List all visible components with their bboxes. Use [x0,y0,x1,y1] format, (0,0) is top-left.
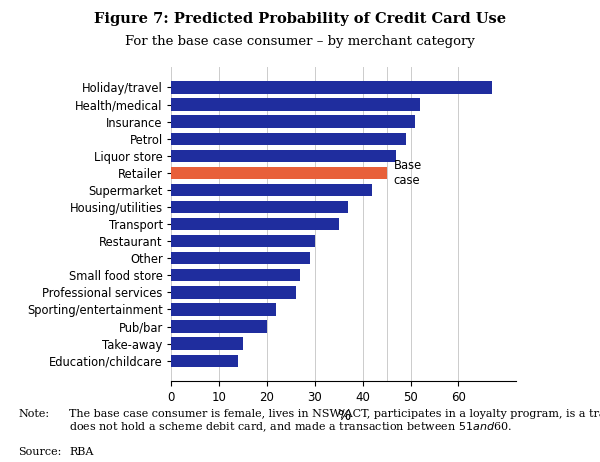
Bar [171,133,406,145]
Bar [171,150,396,162]
Bar [171,304,277,316]
Text: The base case consumer is female, lives in NSW/ACT, participates in a loyalty pr: The base case consumer is female, lives … [69,409,600,434]
Bar [171,269,301,281]
Bar [171,167,386,179]
Text: Figure 7: Predicted Probability of Credit Card Use: Figure 7: Predicted Probability of Credi… [94,12,506,25]
Bar [171,116,415,128]
Bar [171,286,296,298]
Text: Note:: Note: [18,409,49,419]
Bar [171,337,243,350]
Text: Source:: Source: [18,447,61,457]
Text: For the base case consumer – by merchant category: For the base case consumer – by merchant… [125,35,475,48]
Bar [171,252,310,264]
Bar [171,321,267,333]
Bar [171,354,238,367]
Bar [171,218,339,230]
Bar [171,235,315,247]
Bar [171,184,372,196]
Text: RBA: RBA [69,447,94,457]
Bar [171,201,348,213]
X-axis label: %: % [337,409,350,424]
Text: Base
case: Base case [394,159,422,187]
Bar [171,98,420,111]
Bar [171,81,492,94]
